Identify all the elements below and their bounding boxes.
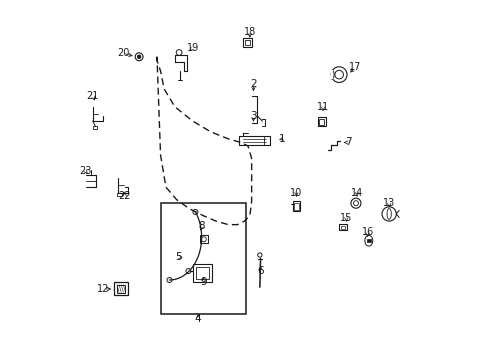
Text: 1: 1 bbox=[278, 134, 285, 144]
Bar bbox=[366, 239, 370, 242]
Bar bbox=[338, 224, 346, 230]
Text: 8: 8 bbox=[198, 221, 204, 231]
Bar bbox=[114, 282, 127, 296]
Text: 9: 9 bbox=[200, 277, 206, 287]
Text: 4: 4 bbox=[194, 314, 201, 324]
Text: 13: 13 bbox=[382, 198, 394, 208]
Text: 17: 17 bbox=[348, 63, 361, 72]
Text: 6: 6 bbox=[257, 266, 264, 276]
Text: 16: 16 bbox=[361, 227, 373, 237]
Bar bbox=[244, 40, 249, 45]
Bar bbox=[340, 226, 344, 229]
Bar bbox=[331, 70, 332, 79]
Bar bbox=[319, 119, 324, 125]
Text: 23: 23 bbox=[79, 166, 92, 176]
Bar bbox=[192, 264, 212, 282]
Circle shape bbox=[137, 55, 141, 59]
Bar bbox=[293, 203, 298, 210]
Text: 22: 22 bbox=[118, 191, 131, 201]
Bar bbox=[242, 38, 251, 47]
Bar bbox=[117, 285, 124, 293]
Text: 21: 21 bbox=[86, 91, 99, 101]
Bar bbox=[292, 202, 299, 211]
Text: 10: 10 bbox=[289, 188, 302, 198]
Text: 19: 19 bbox=[186, 43, 199, 53]
Text: 18: 18 bbox=[243, 27, 255, 37]
Bar bbox=[117, 193, 122, 196]
Bar bbox=[160, 203, 246, 314]
Text: 11: 11 bbox=[316, 102, 328, 112]
Text: 3: 3 bbox=[249, 111, 256, 121]
Bar bbox=[93, 126, 97, 129]
Text: 7: 7 bbox=[344, 138, 351, 148]
Text: 12: 12 bbox=[97, 284, 109, 294]
Text: 14: 14 bbox=[350, 188, 363, 198]
Bar bbox=[196, 267, 208, 279]
Bar bbox=[317, 117, 325, 126]
Text: 5: 5 bbox=[175, 252, 182, 262]
Text: 2: 2 bbox=[249, 78, 256, 89]
Text: 20: 20 bbox=[117, 48, 129, 58]
Text: 15: 15 bbox=[340, 212, 352, 222]
Bar bbox=[200, 235, 207, 243]
